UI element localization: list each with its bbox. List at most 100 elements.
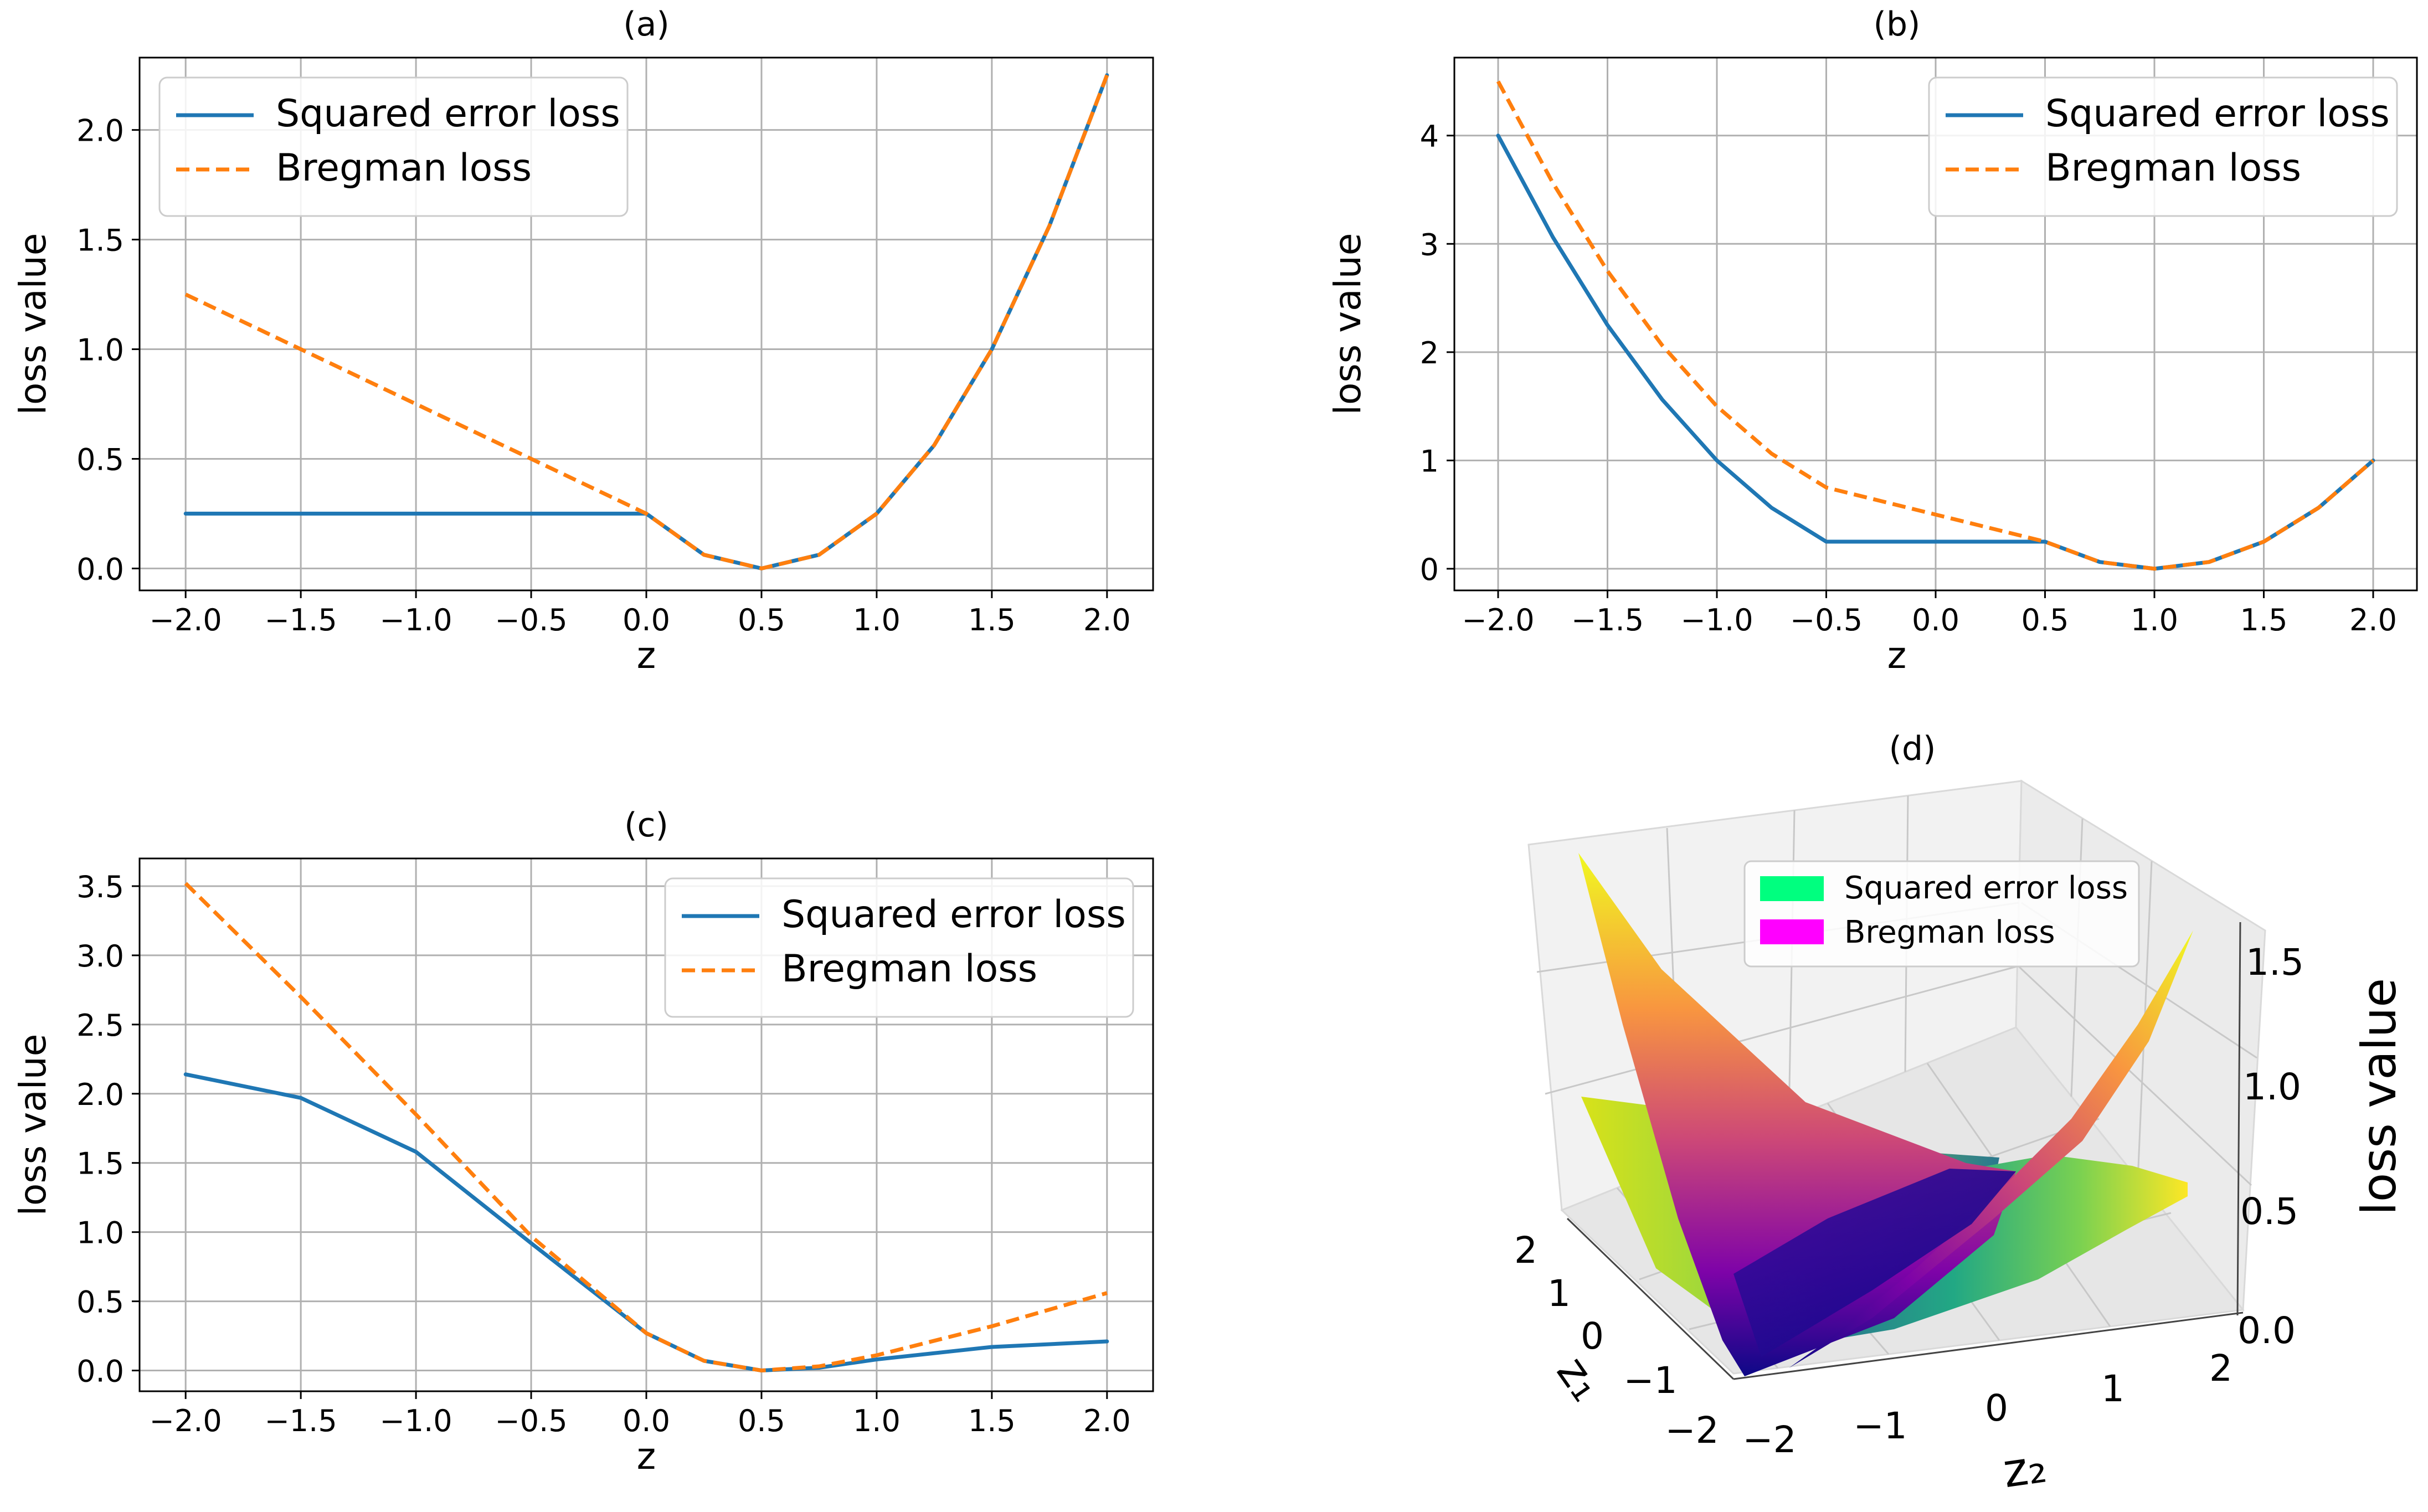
panel-a: −2.0 −1.5 −1.0 −0.5 0.0 0.5 1.0 1.5 2.0 0.0 0.5 1.0… <box>12 5 1154 677</box>
loss-tick-1-0: 1.0 <box>2243 1066 2301 1108</box>
x-tick-label: −0.5 <box>1790 603 1863 637</box>
y-tick-label: 1.5 <box>76 1146 124 1181</box>
x-tick-label: 1.5 <box>968 1403 1016 1438</box>
legend-frame <box>664 877 1134 1018</box>
z1-tick-0: 0 <box>1581 1315 1604 1357</box>
panel-b: −2.0 −1.5 −1.0 −0.5 0.0 0.5 1.0 1.5 2.0 0 1 2 3 4 (b) z… <box>1326 5 2418 677</box>
surface-bregman-valley <box>1733 1169 2016 1357</box>
z2-tick-m1: −1 <box>1853 1405 1907 1447</box>
y-tick-label: 0.0 <box>76 552 124 587</box>
axes-frame <box>1453 56 2418 592</box>
loss-axis-label: loss value <box>2352 978 2407 1215</box>
y-axis-label: loss value <box>1326 233 1369 415</box>
panel-d-title: (d) <box>1889 729 1936 768</box>
y-tick-label: 2.5 <box>76 1008 124 1043</box>
z1-tick-m2: −2 <box>1665 1409 1719 1452</box>
axis-line-loss <box>2236 922 2241 1316</box>
panel-title: (b) <box>1874 5 1921 44</box>
legend-3d-frame <box>1743 860 2140 968</box>
x-tick-label: 1.0 <box>853 1403 901 1438</box>
loss-tick-1-5: 1.5 <box>2246 941 2304 984</box>
x-tick-label: −0.5 <box>495 1403 567 1438</box>
x-tick-label: −1.0 <box>380 603 452 637</box>
legend: Squared error loss Bregman loss <box>664 877 1134 1018</box>
axes-frame <box>138 56 1154 592</box>
x-tick-label: 2.0 <box>1083 603 1131 637</box>
series-bregman-line <box>184 882 1108 1372</box>
x-tick-label: 1.0 <box>2131 603 2178 637</box>
panel-d: (d) <box>1514 729 2407 1498</box>
x-tick-label: 1.0 <box>853 603 901 637</box>
legend-frame <box>158 76 629 217</box>
legend: Squared error loss Bregman loss <box>158 76 629 217</box>
y-tick-label: 0.5 <box>76 442 124 477</box>
x-tick-label: −1.0 <box>380 1403 452 1438</box>
panel-title: (a) <box>623 5 670 44</box>
x-tick-label: −2.0 <box>150 603 222 637</box>
axes-frame <box>138 857 1154 1392</box>
y-tick-label: 3.5 <box>76 870 124 904</box>
legend-label-squared: Squared error loss <box>276 92 620 136</box>
legend-3d-swatch-bregman <box>1760 919 1824 944</box>
x-tick-label: −2.0 <box>1462 603 1534 637</box>
series-bregman-line <box>184 74 1109 570</box>
legend-label-squared: Squared error loss <box>781 893 1126 937</box>
z2-tick-1: 1 <box>2101 1367 2124 1410</box>
y-tick-label: 1.0 <box>76 333 124 368</box>
y-tick-label: 3.0 <box>76 939 124 974</box>
z2-axis-label: z₂ <box>2000 1438 2050 1498</box>
x-tick-label: 0.0 <box>1912 603 1959 637</box>
legend: Squared error loss Bregman loss <box>1928 76 2398 217</box>
y-tick-label: 1 <box>1420 444 1439 479</box>
z1-tick-2: 2 <box>1514 1229 1537 1272</box>
y-tick-label: 2.0 <box>76 114 124 148</box>
x-tick-label: −1.5 <box>265 1403 337 1438</box>
axis-line-z1 <box>1566 1217 1735 1380</box>
legend-3d-label-bregman: Bregman loss <box>1844 914 2055 950</box>
loss-tick-0-0: 0.0 <box>2237 1309 2296 1352</box>
legend-label-bregman: Bregman loss <box>276 146 532 190</box>
x-tick-label: 2.0 <box>2349 603 2397 637</box>
y-tick-label: 0.5 <box>76 1285 124 1320</box>
y-tick-label: 3 <box>1420 227 1439 262</box>
x-tick-label: 0.5 <box>738 1403 785 1438</box>
x-tick-label: −1.5 <box>265 603 337 637</box>
x-tick-label: 0.0 <box>623 1403 670 1438</box>
y-tick-label: 4 <box>1420 119 1439 154</box>
panel-title: (c) <box>624 806 668 845</box>
y-tick-label: 1.0 <box>76 1216 124 1251</box>
z2-tick-2: 2 <box>2209 1347 2232 1390</box>
legend-3d-swatch-squared <box>1760 876 1824 901</box>
legend-label-squared: Squared error loss <box>2045 92 2390 136</box>
series-bregman-line <box>1496 80 2375 571</box>
y-tick-label: 0 <box>1420 552 1439 587</box>
y-tick-label: 1.5 <box>76 223 124 258</box>
legend-label-bregman: Bregman loss <box>781 947 1037 991</box>
x-tick-label: −1.0 <box>1680 603 1753 637</box>
legend-3d: Squared error loss Bregman loss <box>1743 860 2140 968</box>
x-axis-label: z <box>1887 634 1907 677</box>
y-tick-label: 0.0 <box>76 1354 124 1389</box>
z2-tick-0: 0 <box>1985 1387 2008 1429</box>
x-tick-label: −1.5 <box>1571 603 1644 637</box>
x-tick-label: 1.5 <box>968 603 1016 637</box>
x-tick-label: −0.5 <box>495 603 567 637</box>
y-tick-label: 2 <box>1420 336 1439 371</box>
z2-tick-m2: −2 <box>1742 1418 1796 1461</box>
legend-frame <box>1928 76 2398 217</box>
axis-line-z2 <box>1733 1312 2244 1380</box>
x-tick-label: 2.0 <box>1083 1403 1131 1438</box>
x-tick-label: −2.0 <box>150 1403 222 1438</box>
loss-tick-0-5: 0.5 <box>2240 1190 2298 1233</box>
z1-tick-1: 1 <box>1547 1272 1571 1315</box>
panel-c: −2.0 −1.5 −1.0 −0.5 0.0 0.5 1.0 1.5 2.0 0.0 0.5 1.0… <box>12 806 1154 1478</box>
x-tick-label: 0.5 <box>738 603 785 637</box>
x-axis-label: z <box>637 634 656 677</box>
legend-3d-label-squared: Squared error loss <box>1844 870 2128 906</box>
x-axis-label: z <box>637 1435 656 1478</box>
legend-label-bregman: Bregman loss <box>2045 146 2301 190</box>
x-tick-label: 0.0 <box>623 603 670 637</box>
x-tick-label: 1.5 <box>2240 603 2288 637</box>
z1-tick-m1: −1 <box>1623 1359 1677 1402</box>
